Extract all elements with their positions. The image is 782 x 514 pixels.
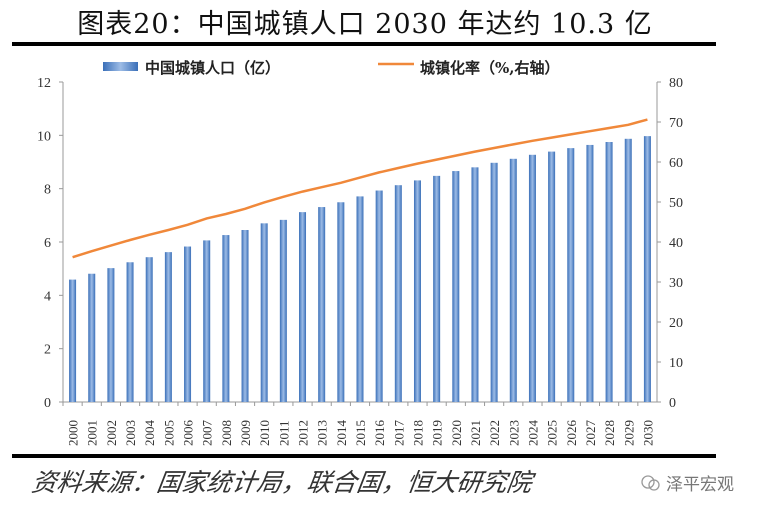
bar: [624, 138, 632, 403]
left-tick-label: 0: [44, 396, 51, 411]
x-tick-label: 2028: [602, 420, 617, 446]
right-tick-label: 0: [669, 396, 676, 411]
x-tick-label: 2022: [487, 420, 502, 446]
bar: [452, 171, 460, 402]
x-tick-label: 2017: [391, 420, 406, 447]
legend-line-label: 城镇化率（%,右轴）: [420, 59, 559, 77]
bar: [567, 148, 575, 402]
x-tick-label: 2012: [296, 420, 311, 446]
right-tick-label: 70: [669, 116, 683, 131]
x-tick-label: 2021: [468, 420, 483, 446]
x-tick-label: 2018: [410, 420, 425, 446]
x-tick-label: 2010: [257, 420, 272, 446]
right-tick-label: 30: [669, 276, 683, 291]
bar: [145, 257, 153, 402]
bar: [318, 207, 326, 402]
legend-bar-swatch: [103, 62, 138, 71]
bar: [69, 279, 77, 402]
x-tick-label: 2000: [66, 420, 81, 446]
bar: [586, 144, 594, 402]
right-tick-label: 60: [669, 156, 683, 171]
x-tick-label: 2016: [372, 420, 387, 447]
bar: [260, 223, 268, 402]
x-tick-label: 2003: [123, 420, 138, 446]
bar: [643, 136, 651, 402]
bar: [203, 240, 211, 402]
bar: [279, 219, 287, 402]
x-tick-label: 2008: [219, 420, 234, 446]
bar: [548, 151, 556, 402]
x-tick-label: 2001: [85, 420, 100, 446]
bar: [299, 212, 307, 402]
source-note: 资料来源：国家统计局，联合国，恒大研究院: [29, 468, 534, 497]
bar: [528, 154, 536, 402]
bar: [107, 268, 115, 402]
right-tick-label: 10: [669, 356, 683, 371]
wechat-icon: [641, 474, 660, 491]
left-tick-label: 8: [44, 183, 51, 198]
bar: [337, 202, 345, 402]
bar: [241, 230, 249, 402]
bar: [88, 273, 96, 402]
right-tick-label: 50: [669, 196, 683, 211]
x-tick-label: 2013: [315, 420, 330, 446]
x-tick-label: 2006: [181, 420, 196, 447]
x-tick-label: 2011: [276, 420, 291, 446]
x-tick-label: 2009: [238, 420, 253, 446]
x-tick-label: 2029: [621, 420, 636, 446]
x-tick-label: 2014: [334, 420, 349, 447]
x-tick-label: 2023: [506, 420, 521, 446]
watermark: 泽平宏观: [640, 470, 734, 495]
x-tick-label: 2020: [449, 420, 464, 446]
x-tick-label: 2025: [545, 420, 560, 446]
bar: [509, 158, 517, 402]
x-tick-label: 2015: [353, 420, 368, 446]
right-tick-label: 20: [669, 316, 683, 331]
bar: [433, 175, 441, 402]
x-tick-label: 2004: [142, 420, 157, 447]
x-tick-label: 2019: [430, 420, 445, 446]
urbanization-rate-line: [72, 118, 648, 259]
bar: [222, 235, 230, 402]
bar: [126, 262, 134, 402]
bar: [605, 142, 613, 402]
bar: [413, 180, 421, 402]
bar: [471, 167, 479, 402]
bottom-rule: [12, 454, 716, 458]
x-tick-label: 2024: [525, 420, 540, 447]
x-tick-label: 2026: [564, 420, 579, 447]
bar: [356, 196, 364, 402]
left-tick-label: 4: [44, 289, 51, 304]
bar: [394, 185, 402, 402]
x-tick-label: 2007: [200, 420, 215, 447]
right-tick-label: 80: [669, 76, 683, 91]
legend-bar-label: 中国城镇人口（亿）: [145, 59, 280, 77]
chart-title: 图表20：中国城镇人口 2030 年达约 10.3 亿: [77, 9, 653, 40]
bar: [164, 252, 172, 402]
right-tick-label: 40: [669, 236, 683, 251]
bar: [375, 190, 383, 402]
x-tick-label: 2030: [640, 420, 655, 446]
left-tick-label: 2: [44, 343, 51, 358]
x-tick-label: 2027: [583, 420, 598, 447]
left-tick-label: 6: [44, 236, 51, 251]
x-tick-label: 2002: [104, 420, 119, 446]
bar: [184, 246, 192, 402]
top-rule: [12, 42, 716, 46]
left-tick-label: 10: [37, 129, 51, 144]
bar: [490, 162, 498, 402]
x-tick-label: 2005: [161, 420, 176, 446]
watermark-text: 泽平宏观: [666, 475, 734, 495]
left-tick-label: 12: [37, 76, 51, 91]
